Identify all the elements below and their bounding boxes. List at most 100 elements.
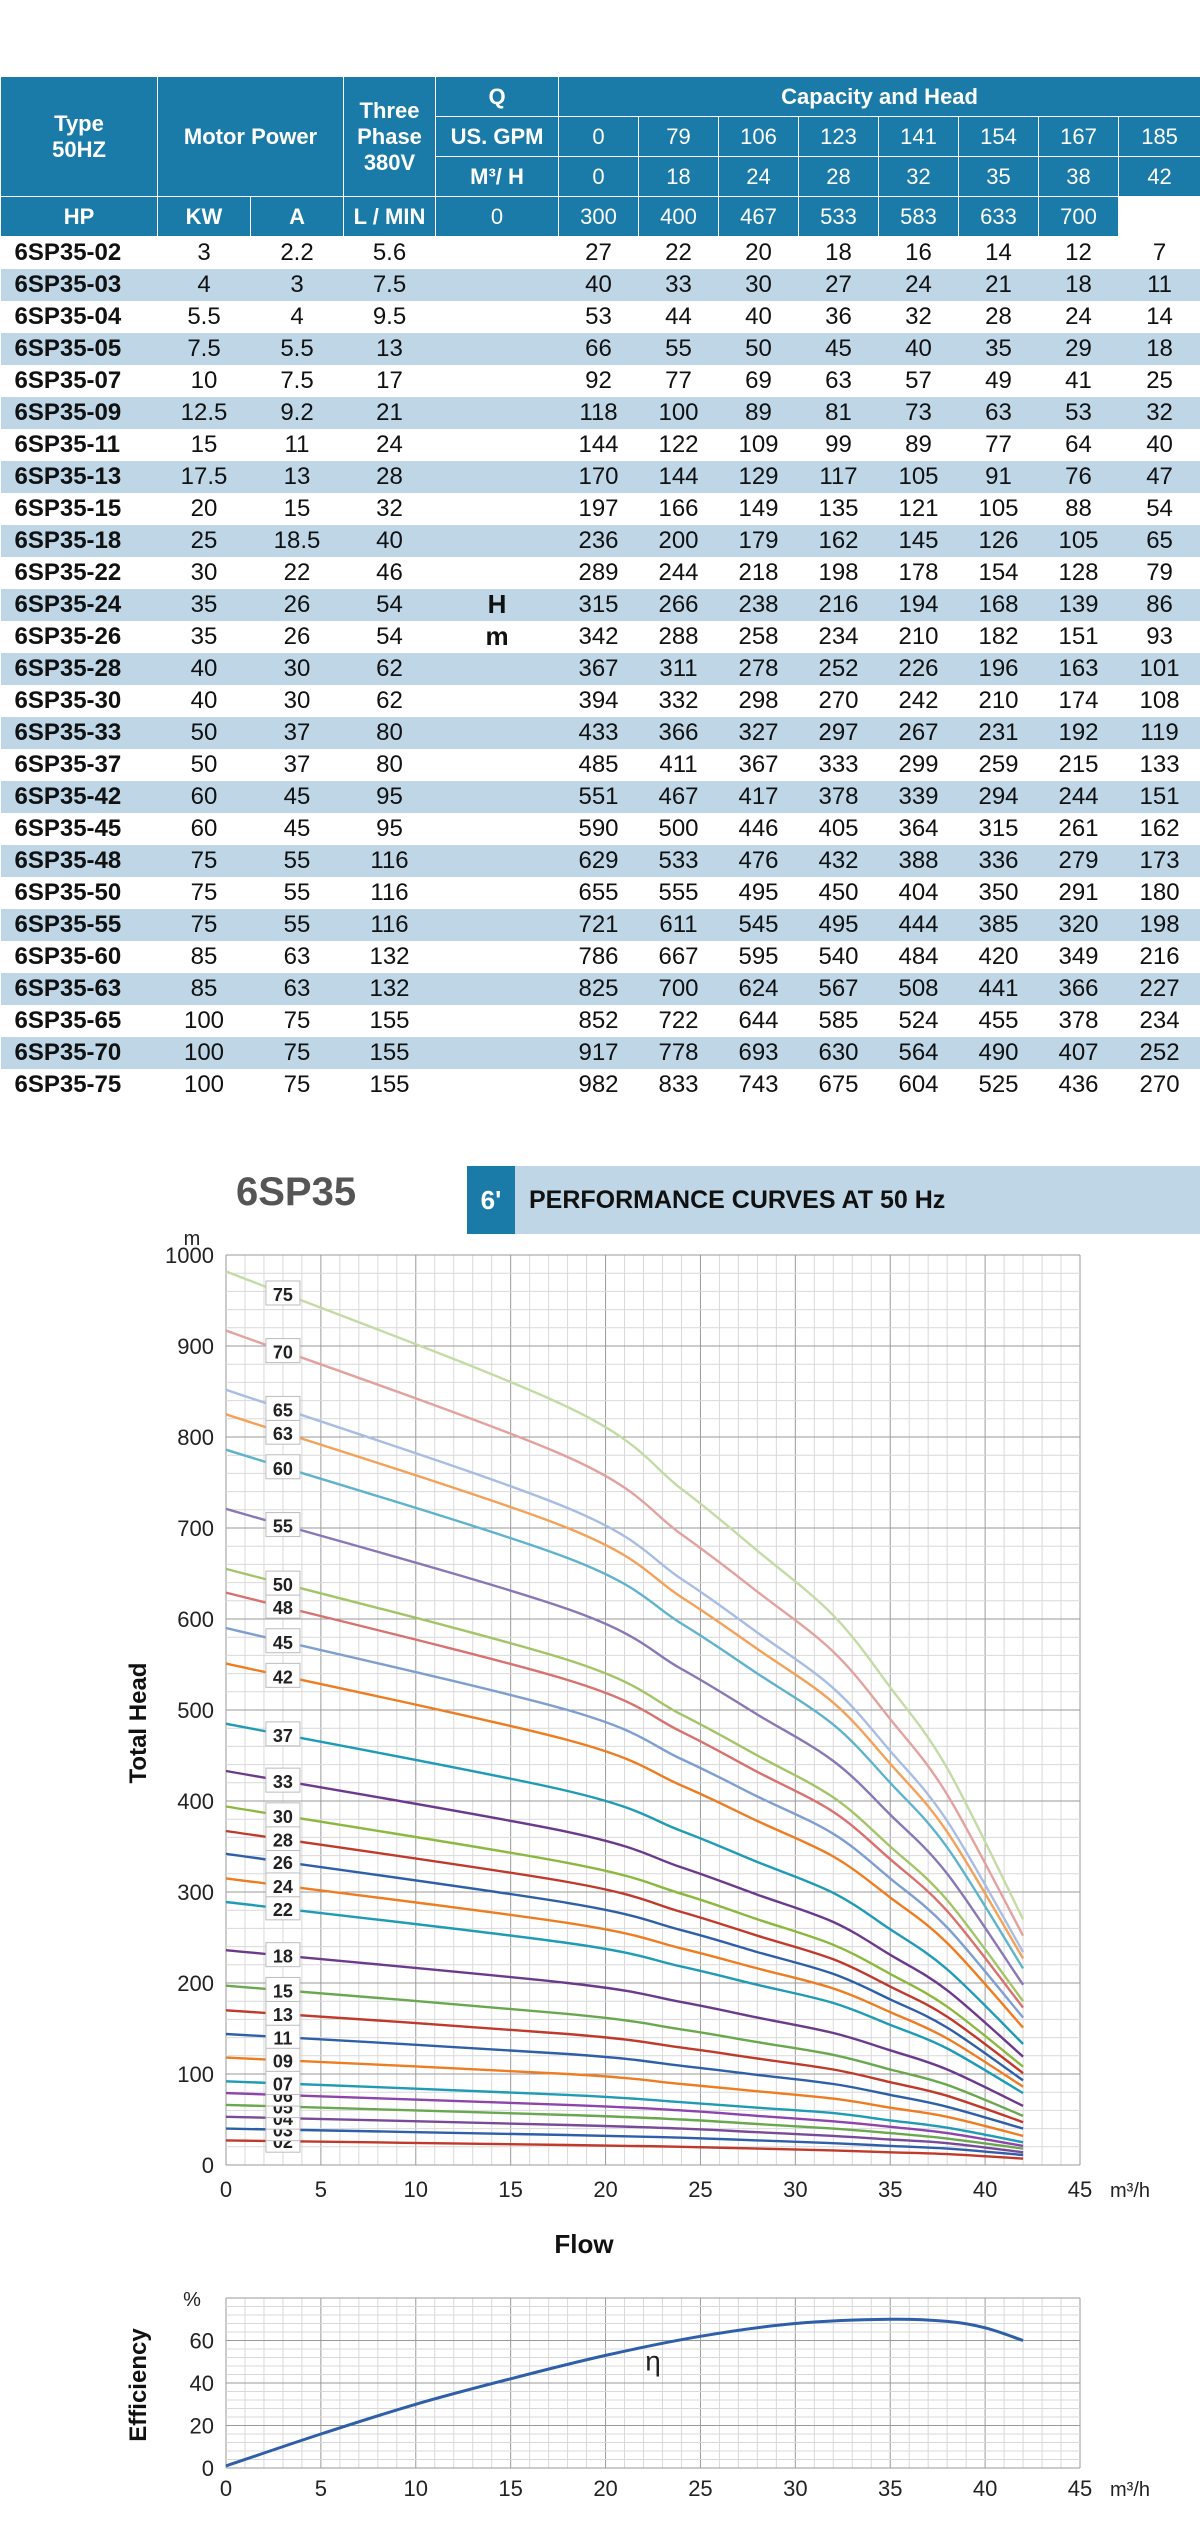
q-cell [435, 972, 559, 1005]
head-cell: 69 [745, 366, 772, 394]
kw-cell: 2.2 [280, 238, 314, 266]
model-type: 6SP35-03 [0, 268, 158, 301]
hp-cell: 35 [157, 588, 251, 621]
head-cell: 436 [1058, 1070, 1099, 1098]
amp-cell: 21 [343, 396, 436, 429]
head-curve-24 [225, 1877, 1024, 2088]
head-cell: 234 [1139, 1006, 1180, 1034]
head-cell: 259 [978, 750, 1019, 778]
y-tick-label: 1000 [165, 1243, 214, 1268]
curve-label-box [265, 1895, 301, 1921]
head-curve-65 [225, 1388, 1025, 1953]
head-cell: 170 [558, 460, 639, 493]
head-cell: 197 [578, 494, 619, 522]
table-row: 6SP35-60 85 63 132 786 667 595 540 484 420 349 216 [1, 940, 1200, 973]
hp-cell: 12.5 [157, 396, 251, 429]
model-type: 6SP35-07 [14, 366, 122, 394]
q-cell [435, 460, 559, 493]
x-axis-label: Flow [554, 2229, 614, 2259]
x-tick-label: 40 [973, 2177, 997, 2202]
curve-label-box [265, 2000, 301, 2026]
hp-cell: 60 [190, 814, 218, 842]
head-cell: 227 [1118, 972, 1200, 1005]
curve-label: 22 [273, 1900, 293, 1920]
gpm-cell: 185 [1118, 116, 1200, 157]
head-cell: 630 [798, 1036, 879, 1069]
head-cell: 168 [958, 588, 1039, 621]
model-type: 6SP35-13 [0, 460, 158, 493]
head-cell: 89 [905, 430, 932, 458]
header-type-cell: Type 50HZ [0, 76, 158, 197]
hp-cell: 75 [157, 844, 251, 877]
head-cell: 590 [578, 814, 619, 842]
head-cell: 200 [638, 524, 719, 557]
model-type: 6SP35-09 [0, 396, 158, 429]
amp-cell: 132 [343, 972, 436, 1005]
table-row: 6SP35-63 85 63 132 825 700 624 567 508 441 366 227 [0, 972, 1200, 1005]
head-cell: 336 [958, 844, 1039, 877]
curve-label: 55 [273, 1517, 293, 1537]
head-cell: 198 [818, 558, 859, 586]
head-cell: 22 [665, 238, 692, 266]
amp-cell: 155 [369, 1006, 410, 1034]
head-curve-42 [225, 1662, 1024, 2029]
head-cell: 7 [1152, 238, 1167, 266]
hp-cell: 50 [157, 716, 251, 749]
head-cell: 76 [1038, 460, 1119, 493]
head-cell: 50 [718, 332, 799, 365]
amp-cell: 116 [370, 878, 409, 906]
y-tick-label: 60 [190, 2329, 214, 2354]
head-cell: 294 [958, 780, 1039, 813]
model-type: 6SP35-60 [14, 942, 122, 970]
hp-cell: 100 [183, 1070, 225, 1098]
head-cell: 367 [738, 750, 779, 778]
curve-label-box [265, 1848, 301, 1874]
head-cell: 267 [878, 716, 959, 749]
header-type: Type [54, 110, 104, 136]
q-cell [435, 844, 559, 877]
kw-cell: 4 [290, 302, 304, 330]
head-cell: 149 [738, 494, 779, 522]
head-curve-33 [225, 1769, 1024, 2058]
head-cell: 722 [658, 1006, 699, 1034]
head-cell: 173 [1118, 844, 1200, 877]
curve-label: 09 [273, 2051, 293, 2071]
curve-label-box [265, 1976, 301, 2002]
kw-cell: 63 [283, 942, 311, 970]
head-cell: 252 [798, 652, 879, 685]
head-cell: 234 [818, 622, 859, 650]
head-cell: 40 [745, 302, 772, 330]
spec-table: Type 50HZ Motor Power Three Phase 380V Q Ca… [0, 76, 1200, 1101]
head-cell: 567 [798, 972, 879, 1005]
y-tick-label: 300 [177, 1880, 214, 1905]
head-curve-55 [225, 1507, 1025, 1986]
head-curve-03 [225, 2127, 1024, 2157]
kw-cell: 75 [283, 1006, 311, 1034]
model-type: 6SP35-11 [14, 430, 120, 458]
head-cell: 624 [718, 972, 799, 1005]
head-cell: 311 [638, 652, 719, 685]
head-chart: 0 5 10 15 20 25 30 35 40 450100200300400500600700… [125, 1228, 1150, 2259]
amp-cell: 95 [376, 814, 403, 842]
head-curve-09 [225, 2056, 1024, 2138]
head-cell: 145 [878, 524, 959, 557]
kw-cell: 13 [250, 460, 344, 493]
model-title: 6SP35 [236, 1170, 357, 1214]
head-curve-70 [225, 1329, 1025, 1937]
head-cell: 693 [718, 1036, 799, 1069]
kw-cell: 37 [283, 750, 311, 778]
head-cell: 270 [818, 686, 859, 714]
gpm-cell: 141 [878, 116, 960, 157]
lmin-cell: 533 [798, 196, 880, 237]
header-motor: Motor Power [156, 76, 345, 197]
head-cell: 89 [718, 396, 799, 429]
q-cell [435, 396, 559, 429]
head-cell: 126 [958, 524, 1039, 557]
efficiency-chart: 0 5 10 15 20 25 30 35 40 45 0 20 40 60% m³/h Efficiency… [125, 2289, 1150, 2501]
head-cell: 455 [978, 1006, 1019, 1034]
model-type: 6SP35-04 [14, 302, 122, 330]
head-cell: 108 [1139, 686, 1180, 714]
header-capacity: Capacity and Head [558, 76, 1200, 117]
head-cell: 121 [898, 494, 939, 522]
head-cell: 467 [638, 780, 719, 813]
